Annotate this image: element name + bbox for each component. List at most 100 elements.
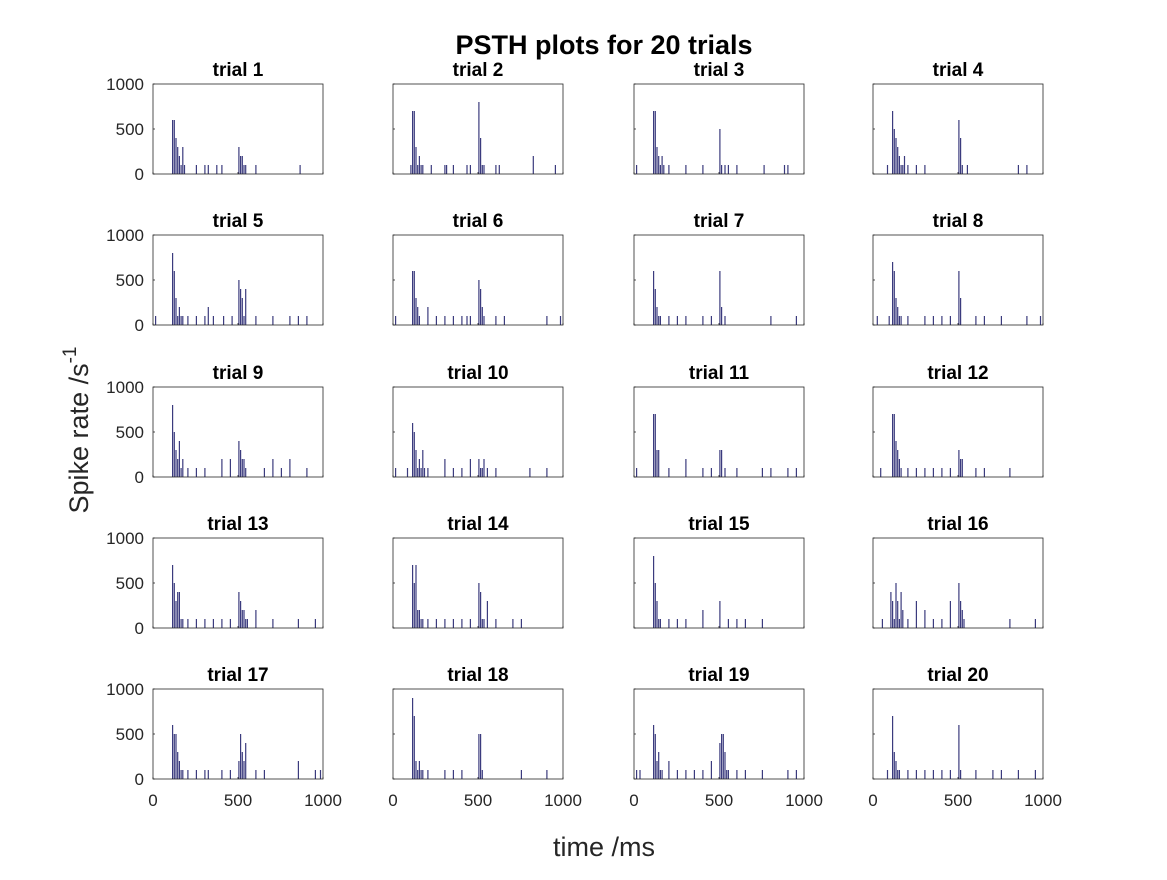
histogram-bar	[736, 165, 738, 174]
histogram-bar	[744, 619, 746, 628]
x-tick-label: 500	[705, 791, 733, 810]
histogram-bar	[255, 316, 257, 325]
histogram-bar	[721, 307, 723, 325]
histogram-bar	[452, 770, 454, 779]
histogram-bar	[452, 165, 454, 174]
x-tick-label: 0	[868, 791, 877, 810]
histogram-bar	[415, 761, 417, 779]
histogram-bar	[478, 280, 480, 325]
histogram-bar	[895, 441, 897, 477]
histogram-bar	[221, 619, 223, 628]
histogram-bar	[177, 752, 179, 779]
subplot-title: trial 17	[207, 665, 268, 686]
histogram-bar	[949, 316, 951, 325]
histogram-bar	[412, 423, 414, 477]
subplot-panel: trial 9 0 500 1000	[106, 363, 324, 487]
histogram-bar	[653, 414, 655, 477]
histogram-bar	[654, 734, 656, 779]
histogram-bar	[469, 619, 471, 628]
histogram-bar	[975, 316, 977, 325]
histogram-bar	[187, 316, 189, 325]
histogram-bar	[319, 770, 322, 779]
y-tick-label: 500	[116, 120, 144, 139]
histogram-bar	[469, 165, 471, 174]
histogram-bar	[195, 619, 197, 628]
y-tick-label: 1000	[106, 529, 144, 548]
histogram-bar	[427, 619, 429, 628]
subplot-panel: trial 13 0 500 1000	[106, 514, 324, 638]
histogram-bar	[932, 316, 934, 325]
histogram-bar	[221, 770, 223, 779]
histogram-bar	[461, 770, 463, 779]
histogram-bar	[559, 316, 562, 325]
subplot-title: trial 3	[694, 60, 745, 81]
histogram-bar	[685, 619, 687, 628]
histogram-bar	[736, 468, 738, 477]
subplot-panel: trial 1 0 500 1000	[106, 60, 324, 184]
histogram-bar	[175, 138, 177, 174]
histogram-bar	[444, 165, 446, 174]
histogram-bar	[961, 610, 963, 628]
histogram-bar	[900, 316, 902, 325]
histogram-bar	[427, 468, 429, 477]
histogram-bar	[495, 468, 497, 477]
figure-title: PSTH plots for 20 trials	[455, 30, 752, 60]
histogram-bar	[907, 770, 909, 779]
histogram-bar	[180, 165, 182, 174]
histogram-bar	[207, 307, 209, 325]
subplot-title: trial 6	[453, 211, 504, 232]
x-axis-label: time /ms	[553, 832, 655, 862]
histogram-bar	[961, 459, 963, 477]
histogram-bar	[480, 592, 482, 628]
histogram-bar	[520, 619, 522, 628]
histogram-bar	[902, 610, 904, 628]
histogram-bar	[787, 165, 789, 174]
histogram-bar	[245, 619, 247, 628]
histogram-bar	[245, 289, 247, 325]
histogram-bar	[659, 165, 661, 174]
subplot-panel: trial 4	[872, 60, 1044, 175]
histogram-bar	[661, 156, 663, 174]
histogram-bar	[719, 271, 721, 325]
histogram-bar	[941, 468, 943, 477]
histogram-bar	[890, 592, 892, 628]
subplot-title: trial 20	[927, 665, 988, 686]
histogram-bar	[415, 565, 417, 628]
histogram-bar	[446, 165, 448, 174]
histogram-bar	[175, 298, 177, 325]
histogram-bar	[658, 156, 660, 174]
histogram-bar	[478, 102, 480, 174]
histogram-bar	[195, 770, 197, 779]
subplot-panel: trial 14	[392, 514, 564, 629]
y-tick-label: 500	[116, 725, 144, 744]
histogram-bar	[280, 468, 282, 477]
histogram-bar	[658, 619, 660, 628]
histogram-bar	[668, 316, 670, 325]
y-axis-label-main: Spike rate /s	[64, 363, 94, 513]
histogram-bar	[795, 770, 797, 779]
histogram-bar	[653, 271, 655, 325]
histogram-bar	[466, 165, 468, 174]
histogram-bar	[726, 770, 728, 779]
subplot-title: trial 14	[447, 514, 509, 535]
histogram-bar	[221, 165, 223, 174]
histogram-bar	[653, 111, 655, 174]
histogram-bar	[182, 770, 184, 779]
subplot-panel: trial 17 0 500 1000 0 500 1000	[106, 665, 342, 810]
histogram-bar	[721, 734, 723, 779]
histogram-bar	[520, 770, 522, 779]
histogram-bar	[172, 253, 174, 325]
histogram-bar	[554, 165, 556, 174]
y-tick-label: 1000	[106, 75, 144, 94]
histogram-bar	[245, 468, 247, 477]
histogram-bar	[412, 111, 414, 174]
histogram-bar	[880, 468, 882, 477]
histogram-bar	[900, 468, 902, 477]
histogram-bar	[182, 619, 184, 628]
histogram-bar	[668, 619, 670, 628]
histogram-bar	[676, 619, 678, 628]
histogram-bar	[1009, 619, 1011, 628]
histogram-bar	[761, 468, 763, 477]
histogram-bar	[241, 752, 243, 779]
